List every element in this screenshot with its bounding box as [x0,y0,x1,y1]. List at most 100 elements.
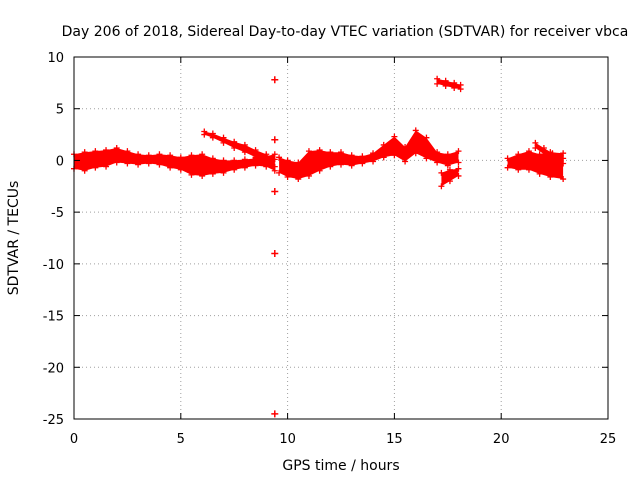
band-edge-point [92,148,99,155]
band-edge-point [231,145,238,152]
band-edge-point [560,155,567,162]
band-edge-point [201,131,208,138]
band-edge-point [532,139,539,146]
band-edge-point [177,154,184,161]
band-edge-point [156,151,163,158]
band-edge-point [549,156,556,163]
band-edge-point [199,172,206,179]
band-edge-point [316,147,323,154]
band-edge-point [177,166,184,173]
band-edge-point [540,145,547,152]
band-edge-point [92,164,99,171]
data-point [271,410,279,418]
band-edge-point [316,167,323,174]
band-edge-point [348,152,355,159]
y-tick-label: -20 [43,361,64,376]
band-edge-point [103,163,110,170]
band-edge-point [442,82,449,89]
data-band [279,130,459,179]
band-edge-point [434,75,441,82]
band-edge-point [391,133,398,140]
band-edge-point [402,158,409,165]
band-edge-point [156,161,163,168]
band-edge-point [252,147,259,154]
band-edge-point [525,148,532,155]
band-edge-point [442,77,449,84]
y-tick-label: 0 [56,154,64,169]
band-edge-point [124,148,131,155]
band-edge-point [241,164,248,171]
band-edge-point [380,154,387,161]
band-edge-point [540,151,547,158]
band-edge-point [455,148,462,155]
band-edge-point [209,134,216,141]
data-band [507,151,564,179]
band-edge-point [444,151,451,158]
band-edge-point [412,150,419,157]
band-edge-point [338,161,344,168]
y-tick-label: -5 [51,206,64,221]
band-edge-point [560,150,567,157]
band-edge-point [284,157,291,164]
band-edge-point [434,159,441,166]
band-edge-point [188,152,195,159]
band-edge-point [305,148,312,155]
band-edge-point [220,169,227,176]
band-edge-point [284,173,291,180]
band-edge-point [434,80,441,87]
data-point [271,76,279,84]
band-edge-point [549,150,556,157]
band-edge-point [241,156,248,163]
band-edge-point [532,145,539,152]
grid [74,57,608,419]
x-tick-label: 0 [70,432,78,447]
band-edge-point [231,157,238,164]
band-edge-point [370,150,377,157]
band-edge-point [423,134,430,141]
band-edge-point [252,162,259,169]
y-axis-title: SDTVAR / TECUs [6,181,22,296]
band-edge-point [103,147,110,154]
band-edge-point [188,171,195,178]
band-edge-point [423,155,430,162]
x-tick-label: 25 [600,432,617,447]
band-edge-point [241,149,248,156]
band-edge-point [446,178,453,185]
x-tick-label: 5 [177,432,185,447]
chart-title: Day 206 of 2018, Sidereal Day-to-day VTE… [62,24,629,40]
band-edge-point [455,172,462,179]
band-edge-point [252,154,259,161]
band-edge-point [451,85,458,92]
band-edge-point [199,151,206,158]
band-edge-point [327,149,334,156]
band-edge-point [380,141,387,148]
band-edge-point [241,141,248,148]
band-edge-point [113,159,120,166]
band-edge-point [124,160,131,167]
plot-frame [73,56,609,420]
band-edge-point [271,151,278,158]
data-point [271,250,279,258]
band-edge-point [536,170,543,177]
band-edge-point [504,164,511,171]
band-edge-point [263,151,270,158]
y-tick-label: -15 [43,310,64,325]
data-band [441,168,459,187]
band-edge-point [81,149,88,156]
x-tick-label: 10 [279,432,296,447]
band-edge-point [209,155,216,162]
band-edge-point [547,173,554,180]
band-edge-point [167,164,174,171]
band-edge-point [560,176,567,183]
band-edge-point [457,86,464,93]
band-edge-point [359,160,366,167]
band-edge-point [295,176,302,183]
band-edge-point [231,166,238,173]
band-edge-point [370,158,377,165]
band-edge-point [451,79,458,86]
x-tick-label: 15 [386,432,403,447]
band-edge-point [515,166,522,173]
band-edge-point [402,143,409,150]
